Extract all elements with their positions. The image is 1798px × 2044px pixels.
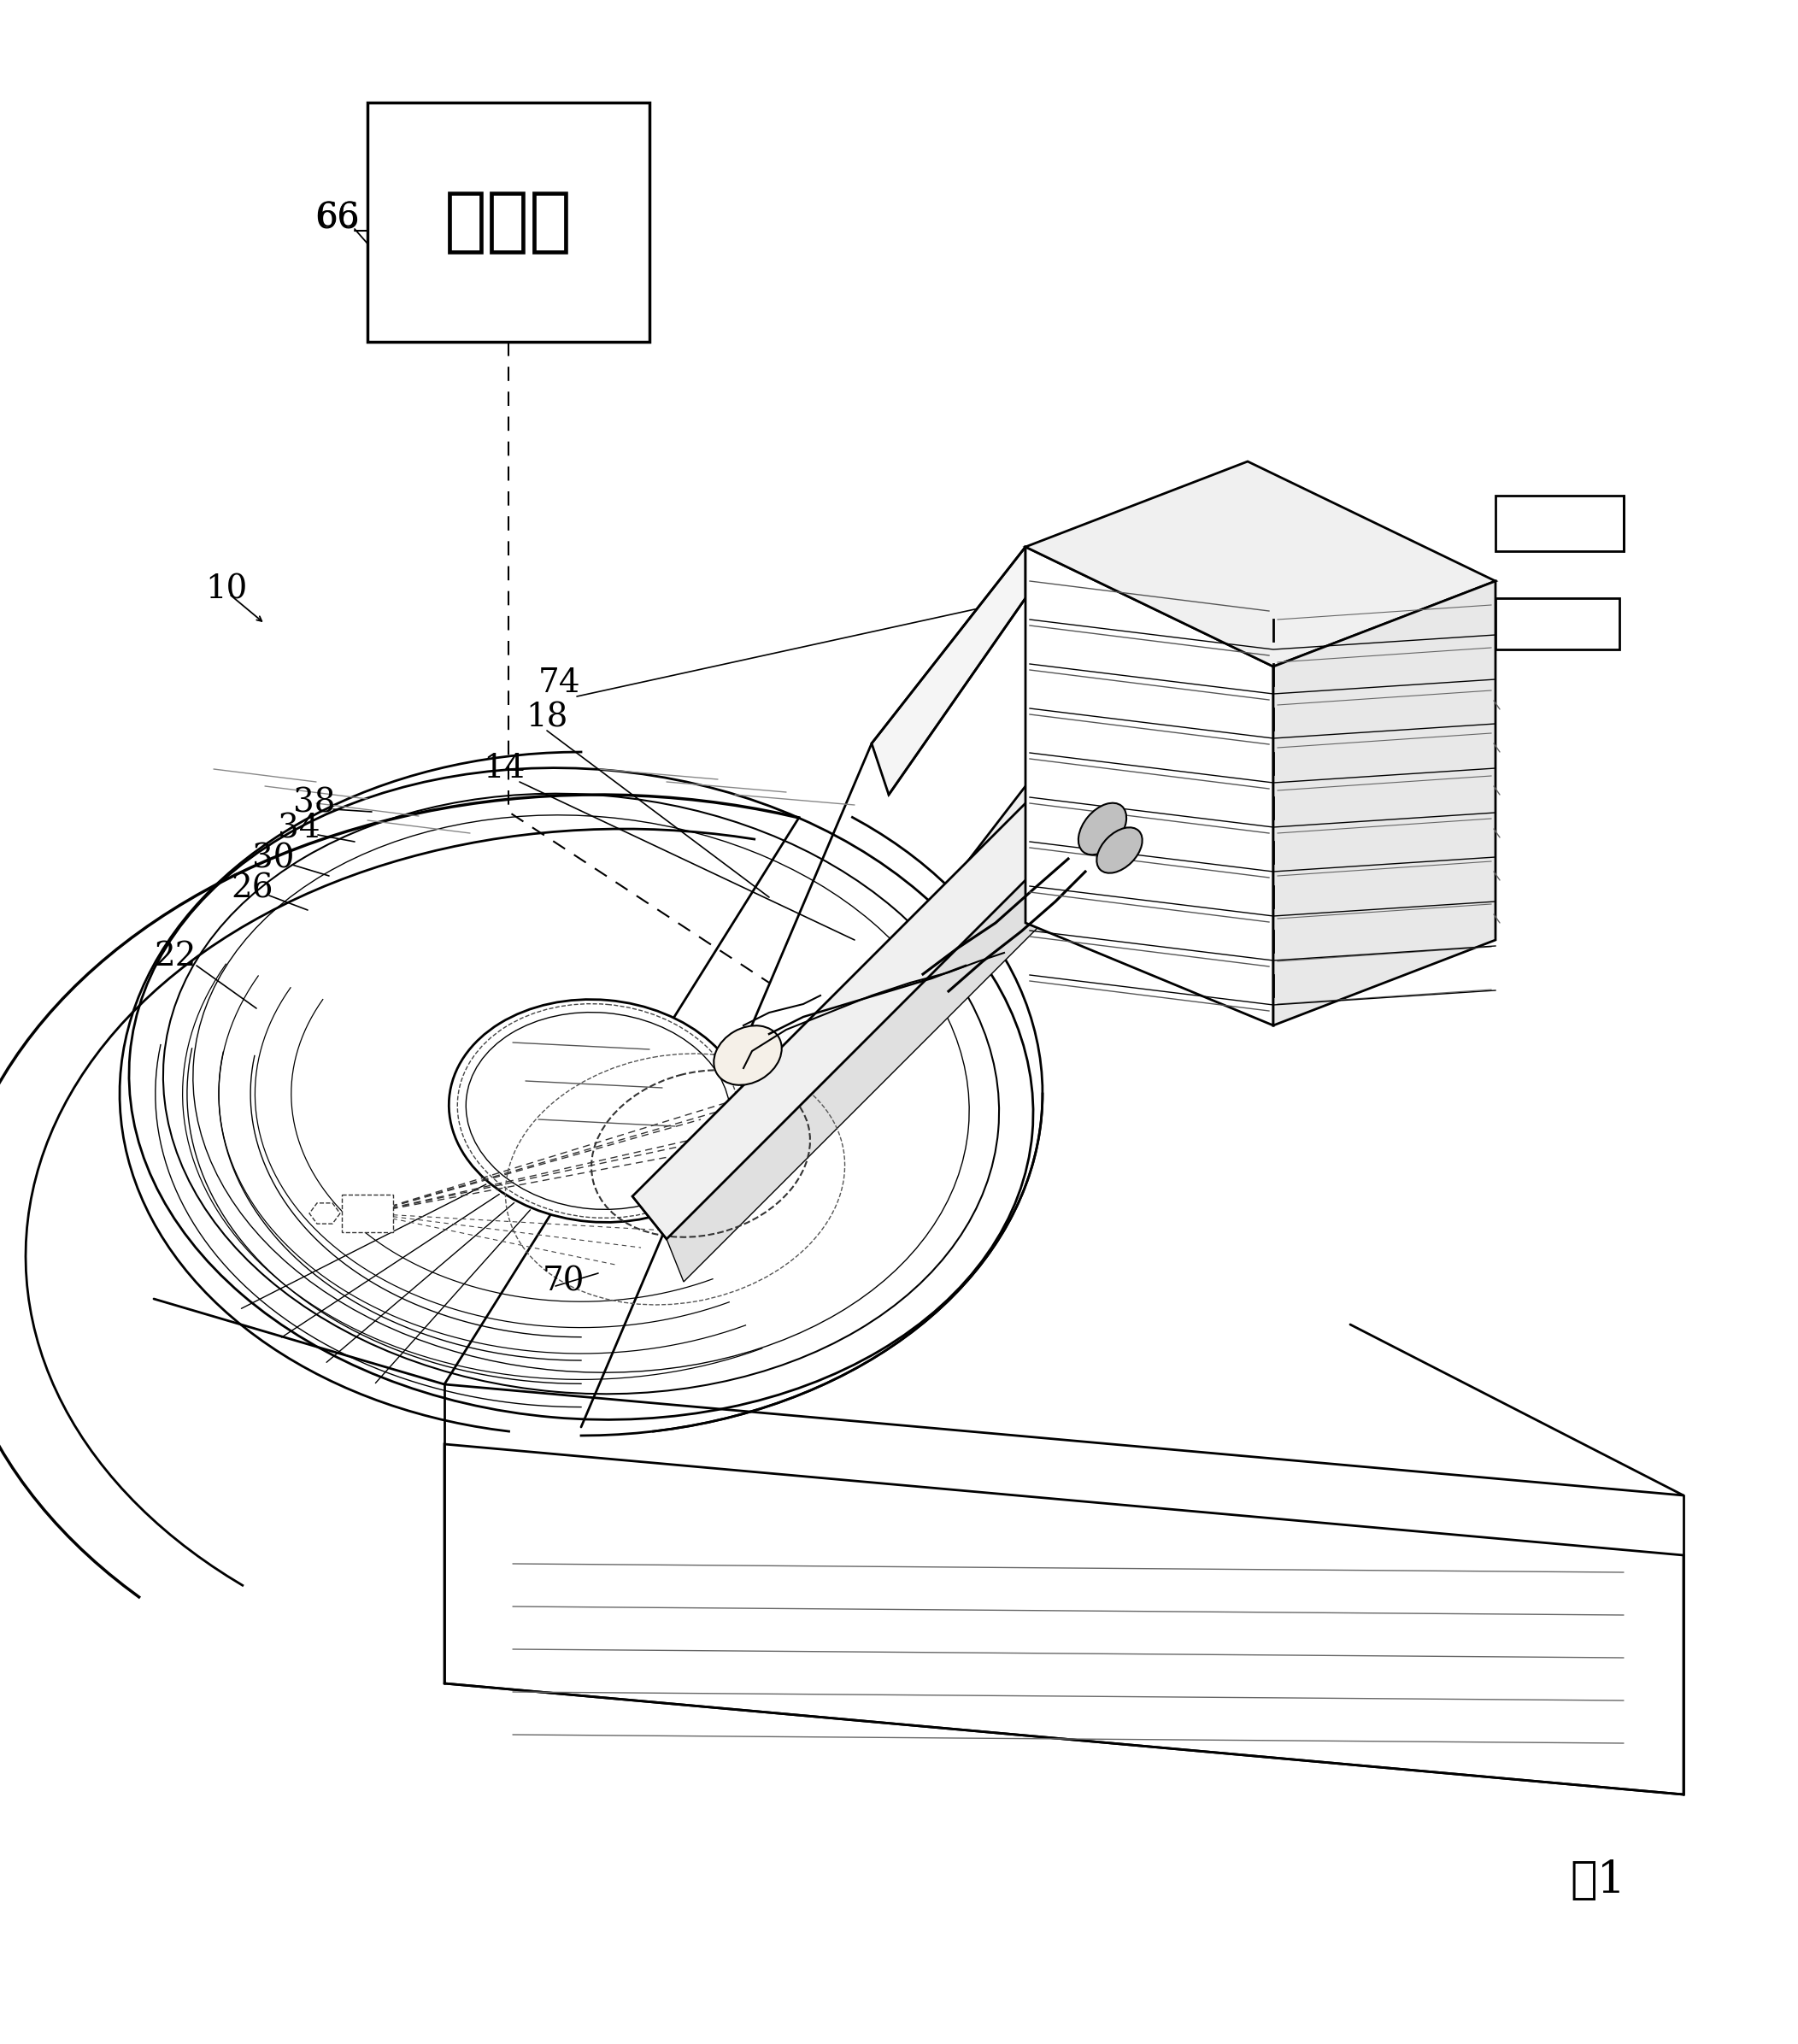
Polygon shape: [1273, 580, 1496, 1026]
Polygon shape: [1025, 548, 1273, 1026]
Polygon shape: [1025, 462, 1496, 666]
Polygon shape: [1496, 599, 1620, 650]
Polygon shape: [367, 102, 649, 341]
Polygon shape: [342, 1194, 394, 1233]
Text: 10: 10: [205, 574, 248, 605]
Polygon shape: [444, 1445, 1683, 1795]
Text: 70: 70: [543, 1265, 584, 1298]
Text: 38: 38: [293, 787, 336, 820]
Polygon shape: [309, 1204, 340, 1224]
Text: 74: 74: [539, 668, 581, 699]
Polygon shape: [633, 736, 1120, 1239]
Ellipse shape: [714, 1026, 782, 1085]
Text: 34: 34: [279, 814, 320, 844]
Text: 14: 14: [484, 754, 525, 785]
Text: 18: 18: [525, 701, 568, 734]
Polygon shape: [1496, 495, 1624, 552]
Ellipse shape: [1097, 828, 1142, 873]
Text: 22: 22: [155, 940, 196, 973]
Polygon shape: [667, 787, 1136, 1282]
Text: 66: 66: [315, 200, 360, 235]
Polygon shape: [940, 787, 1034, 932]
Text: 26: 26: [230, 873, 273, 905]
Ellipse shape: [450, 1000, 748, 1222]
Text: 66: 66: [316, 202, 360, 233]
Text: 计算机: 计算机: [444, 188, 572, 258]
Ellipse shape: [1079, 803, 1126, 854]
Polygon shape: [872, 548, 1025, 795]
Text: 30: 30: [252, 842, 295, 875]
Text: 图1: 图1: [1570, 1858, 1625, 1901]
Ellipse shape: [129, 769, 1034, 1421]
